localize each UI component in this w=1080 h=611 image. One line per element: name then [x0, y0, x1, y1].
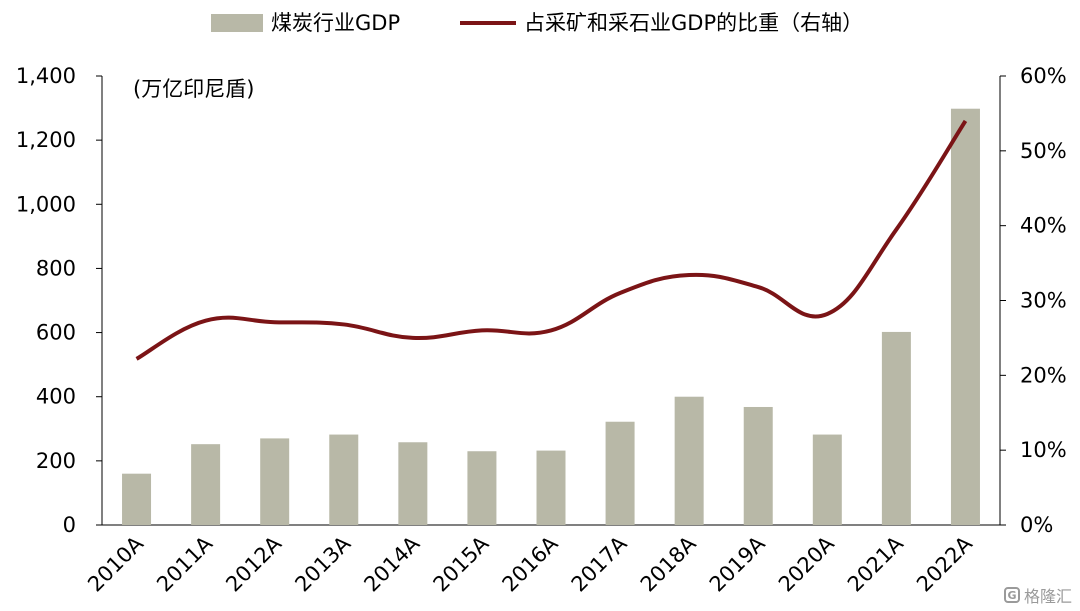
bar-2011A: [191, 444, 221, 525]
y-left-tick-label: 200: [36, 449, 76, 473]
y-right-tick-label: 60%: [1020, 64, 1067, 88]
x-tick-label: 2011A: [152, 531, 217, 596]
legend: 煤炭行业GDP 占采矿和采石业GDP的比重（右轴）: [211, 11, 863, 35]
line-series: [135, 119, 968, 361]
bar-2013A: [329, 434, 359, 525]
bar-2012A: [260, 438, 290, 525]
x-tick-label: 2019A: [705, 531, 770, 596]
legend-bar-label: 煤炭行业GDP: [271, 11, 400, 35]
bar-2016A: [536, 450, 566, 525]
y-left-tick-label: 400: [36, 385, 76, 409]
x-tick-label: 2022A: [912, 531, 977, 596]
x-tick-label: 2015A: [429, 531, 494, 596]
bar-2010A: [122, 473, 152, 525]
x-tick-label: 2012A: [221, 531, 286, 596]
y-left-tick-label: 600: [36, 321, 76, 345]
bar-2021A: [881, 331, 911, 525]
x-tick-label: 2021A: [843, 531, 908, 596]
y-right-tick-label: 20%: [1020, 363, 1067, 387]
axes: 0 200 400 600 800 1,000 1,200 1,400 0% 10% 20% 30% 4…: [16, 64, 1067, 537]
watermark-text: 格隆汇: [1023, 587, 1072, 606]
bar-2015A: [467, 451, 497, 525]
y-right-tick-label: 40%: [1020, 214, 1067, 238]
x-tick-label: 2016A: [498, 531, 563, 596]
x-tick-label: 2017A: [567, 531, 632, 596]
y-left-tick-label: 0: [63, 513, 76, 537]
x-tick-label: 2014A: [359, 531, 424, 596]
x-tick-label: 2018A: [636, 531, 701, 596]
x-tick-label: 2010A: [83, 531, 148, 596]
watermark: G 格隆汇: [1003, 583, 1072, 607]
x-axis-labels: 2010A 2011A 2012A 2013A 2014A 2015A 2016A 2017A…: [83, 531, 977, 596]
bar-2018A: [674, 396, 704, 525]
bar-2014A: [398, 442, 428, 525]
y-right-tick-label: 10%: [1020, 438, 1067, 462]
bar-2017A: [605, 421, 635, 525]
watermark-logo-icon: G: [1003, 587, 1020, 603]
y-axis-unit-label: (万亿印尼盾): [133, 77, 254, 101]
legend-line-label: 占采矿和采石业GDP的比重（右轴）: [524, 11, 863, 35]
y-left-tick-label: 1,400: [16, 64, 76, 88]
ratio-line: [135, 119, 968, 361]
y-right-tick-label: 0%: [1020, 513, 1053, 537]
bar-2020A: [812, 434, 842, 525]
bar-series: [122, 108, 980, 525]
y-right-tick-label: 50%: [1020, 139, 1067, 163]
y-left-tick-label: 800: [36, 256, 76, 280]
y-left-tick-label: 1,200: [16, 128, 76, 152]
y-right-tick-label: 30%: [1020, 289, 1067, 313]
x-tick-label: 2020A: [774, 531, 839, 596]
y-left-tick-label: 1,000: [16, 192, 76, 216]
x-tick-label: 2013A: [290, 531, 355, 596]
bar-2019A: [743, 406, 773, 525]
bar-2022A: [950, 108, 980, 525]
legend-bar-swatch: [211, 14, 263, 32]
